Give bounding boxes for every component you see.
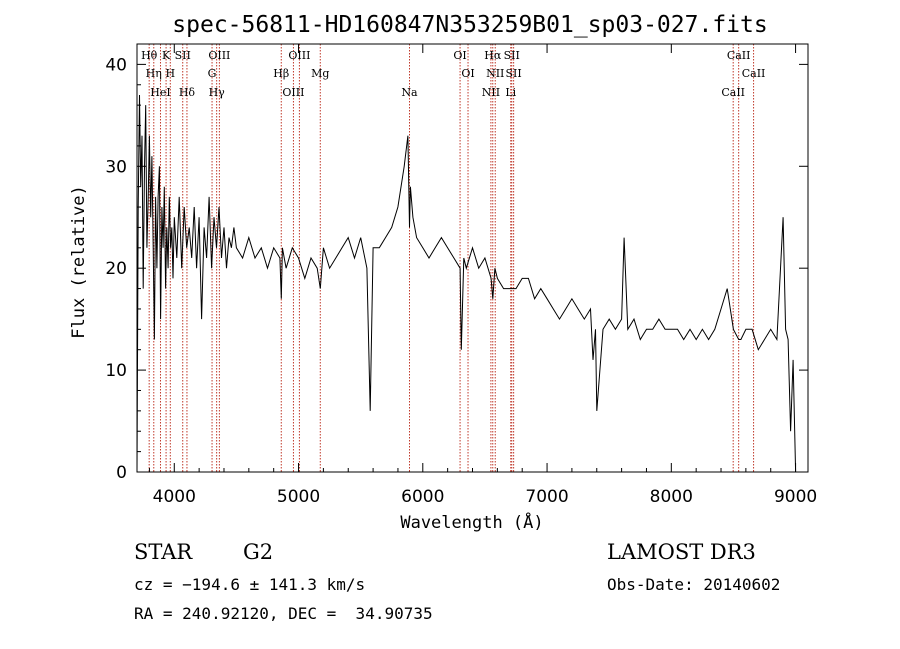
line-marker-label-16: OI: [461, 67, 474, 80]
line-marker-label-14: Na: [401, 86, 418, 99]
y-tick-label-4: 40: [105, 55, 127, 75]
y-axis-label: Flux (relative): [69, 185, 89, 339]
coords-text: RA = 240.92120, DEC = 34.90735: [134, 604, 433, 623]
line-marker-label-13: Mg: [311, 67, 329, 80]
y-tick-label-2: 20: [105, 259, 127, 279]
line-marker-label-21: SII: [504, 49, 520, 62]
x-tick-label-1: 5000: [277, 487, 320, 507]
line-marker-label-24: CaII: [727, 49, 751, 62]
x-axis: 4000 5000 6000 7000 8000 9000: [148, 44, 817, 507]
line-marker-label-12: OIII: [288, 49, 310, 62]
y-axis: 0 10 20 30 40: [105, 43, 808, 483]
y-tick-label-0: 0: [116, 463, 127, 483]
line-marker-label-20: Li: [505, 86, 516, 99]
redshift-text: cz = −194.6 ± 141.3 km/s: [134, 575, 365, 594]
x-tick-label-5: 9000: [774, 487, 817, 507]
line-marker-label-0: Hθ: [141, 49, 158, 62]
line-marker-label-5: Hδ: [179, 86, 196, 99]
object-class: STAR: [134, 540, 193, 564]
line-marker-label-1: Hη: [146, 67, 162, 80]
x-tick-label-3: 7000: [525, 487, 568, 507]
line-marker-label-17: NII: [482, 86, 500, 99]
spectral-line-markers: [148, 44, 755, 472]
spectral-line-labels: HθHηHeIKHHδSIIGHγOIIIHβOIIIOIIIMgNaOIOIN…: [141, 49, 765, 99]
line-marker-label-7: G: [208, 67, 217, 80]
y-tick-label-3: 30: [105, 157, 127, 177]
survey-name: LAMOST DR3: [607, 540, 756, 564]
x-tick-label-0: 4000: [153, 487, 196, 507]
line-marker-label-11: OIII: [282, 86, 304, 99]
object-subclass: G2: [243, 540, 273, 564]
line-marker-label-6: SII: [175, 49, 191, 62]
x-tick-label-4: 8000: [650, 487, 693, 507]
line-marker-label-8: Hγ: [209, 86, 226, 99]
spectrum-series-line: [136, 94, 797, 473]
y-tick-label-1: 10: [105, 361, 127, 381]
line-marker-label-15: OI: [453, 49, 466, 62]
x-tick-label-2: 6000: [401, 487, 444, 507]
plot-frame: [136, 43, 809, 473]
line-marker-label-23: CaII: [721, 86, 745, 99]
obs-date-text: Obs-Date: 20140602: [607, 575, 780, 594]
line-marker-label-10: Hβ: [273, 67, 289, 80]
line-marker-label-2: HeI: [150, 86, 170, 99]
line-marker-label-19: NII: [486, 67, 504, 80]
x-axis-label: Wavelength (Å): [400, 511, 543, 533]
line-marker-label-3: K: [162, 49, 171, 62]
line-marker-label-22: SII: [506, 67, 522, 80]
chart-title: spec-56811-HD160847N353259B01_sp03-027.f…: [172, 12, 767, 38]
line-marker-label-18: Hα: [484, 49, 502, 62]
line-marker-label-9: OIII: [208, 49, 230, 62]
line-marker-label-4: H: [166, 67, 176, 80]
line-marker-label-25: CaII: [742, 67, 766, 80]
